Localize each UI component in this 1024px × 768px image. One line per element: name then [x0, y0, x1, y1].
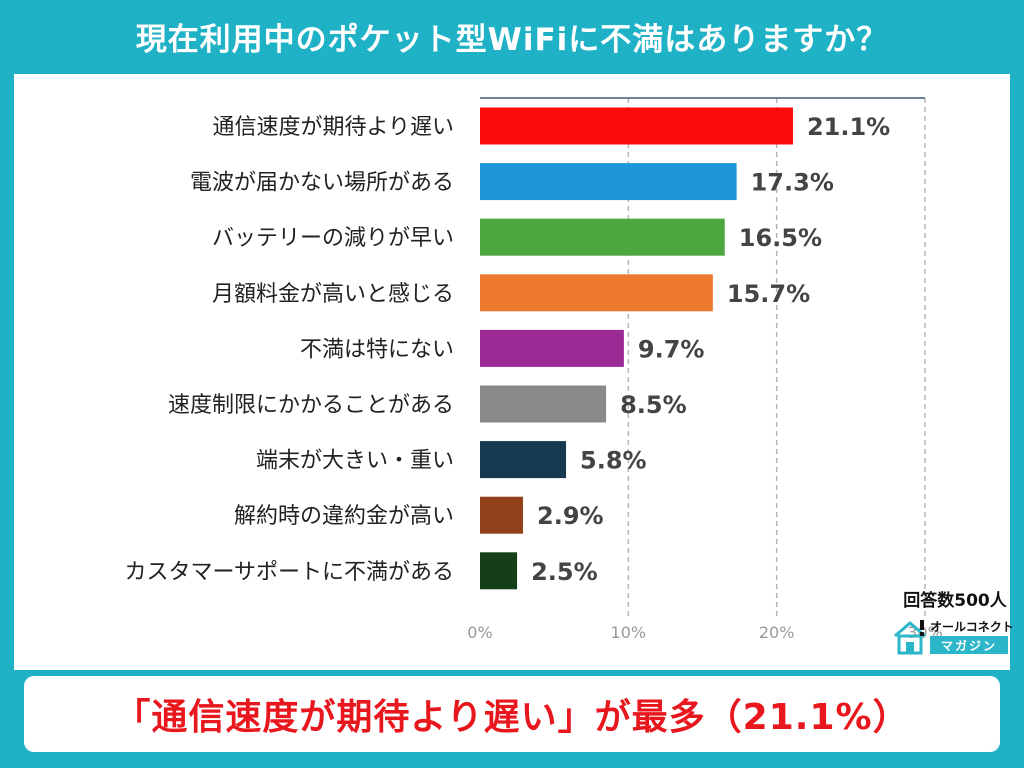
category-label: 解約時の違約金が高い: [234, 504, 454, 529]
value-label: 15.7%: [727, 280, 810, 308]
bar-chart: 0% 10% 20% 30%通信速度が期待より遅い 21.1%電波が届かない場所がある 1…: [124, 97, 943, 642]
category-label: 電波が届かない場所がある: [190, 171, 454, 196]
logo-text-top: オールコネクト: [930, 620, 1014, 634]
brand-logo: オールコネクト マガジン: [890, 614, 1014, 658]
logo-text-bottom: マガジン: [930, 636, 1008, 654]
category-label: 速度制限にかかることがある: [168, 393, 454, 418]
bar: [480, 107, 793, 145]
bar: [480, 496, 524, 534]
house-icon: [894, 620, 926, 655]
value-label: 2.9%: [537, 502, 604, 530]
category-label: バッテリーの減りが早い: [212, 226, 454, 251]
chart-panel: 0% 10% 20% 30% 通信速度が期待より遅い 21.1% 電波が届かない場所がある 1…: [14, 74, 1014, 670]
bar: [480, 218, 725, 256]
category-label: 端末が大きい・重い: [256, 449, 454, 474]
chart-title: 現在利用中のポケット型WiFiに不満はありますか？: [135, 21, 889, 58]
value-label: 9.7%: [638, 335, 705, 363]
bar: [480, 274, 713, 312]
x-tick-label: 10%: [611, 623, 647, 642]
category-label: カスタマーサポートに不満がある: [124, 560, 454, 585]
summary-banner: 「通信速度が期待より遅い」が最多（21.1%）: [24, 676, 1000, 752]
value-label: 16.5%: [739, 224, 822, 252]
value-label: 8.5%: [620, 391, 687, 419]
bar: [480, 385, 607, 423]
summary-text: 「通信速度が期待より遅い」が最多（21.1%）: [114, 697, 910, 738]
respondent-count: 回答数500人: [903, 591, 1007, 611]
x-tick-label: 0%: [467, 623, 492, 642]
value-label: 21.1%: [807, 113, 890, 141]
bar: [480, 329, 624, 367]
bar: [480, 441, 567, 479]
value-label: 17.3%: [751, 169, 834, 197]
x-tick-label: 20%: [759, 623, 795, 642]
category-label: 通信速度が期待より遅い: [212, 115, 454, 140]
bar: [480, 552, 518, 590]
bar: [480, 163, 737, 201]
category-label: 不満は特にない: [300, 337, 454, 362]
value-label: 2.5%: [531, 558, 598, 586]
value-label: 5.8%: [580, 447, 647, 475]
category-label: 月額料金が高いと感じる: [212, 282, 454, 307]
